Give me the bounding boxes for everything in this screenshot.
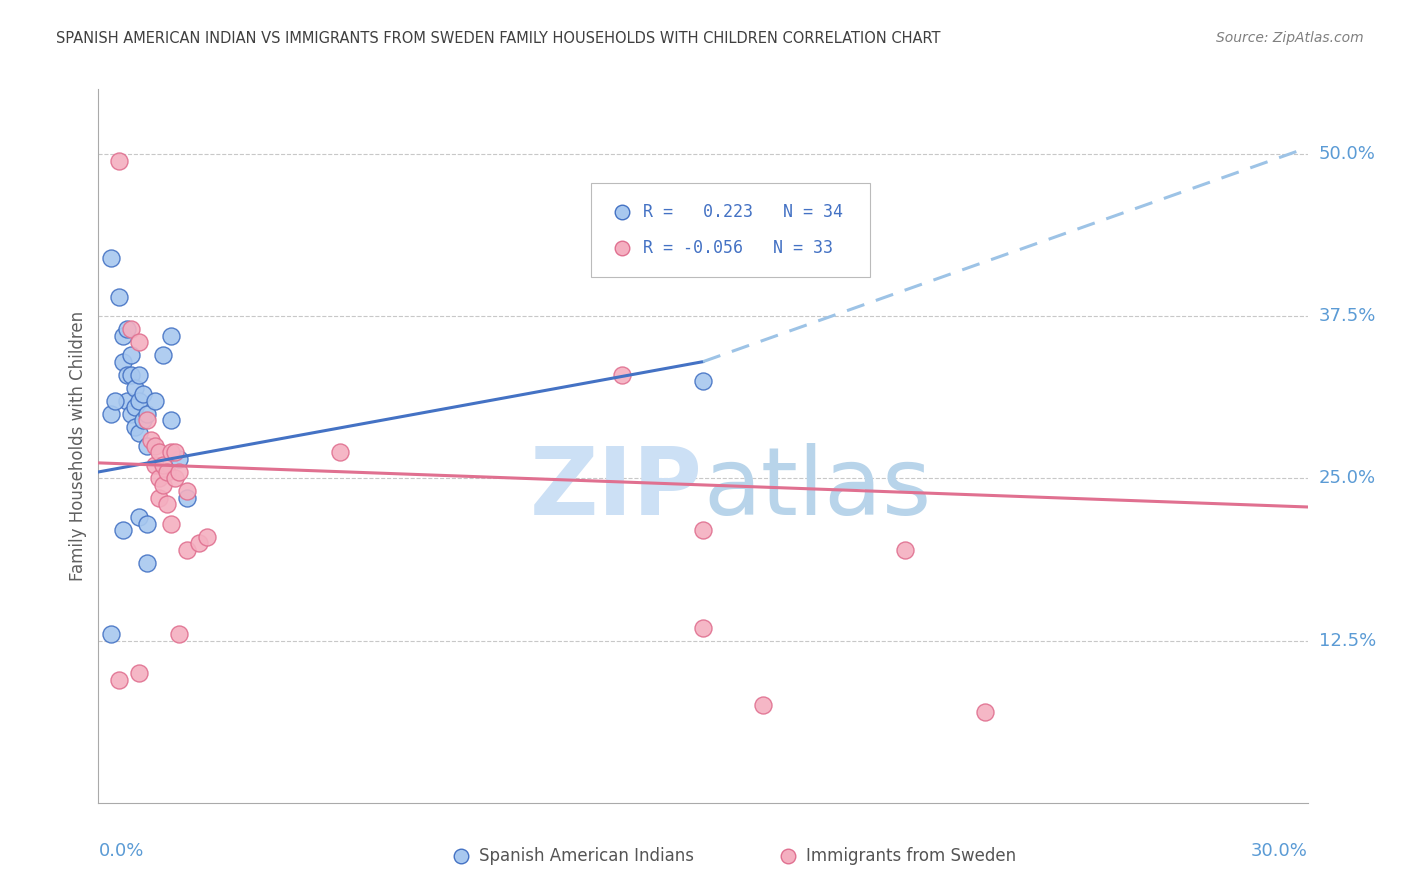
Point bbox=[692, 621, 714, 635]
Point bbox=[107, 290, 129, 304]
Point bbox=[160, 516, 183, 531]
Text: Source: ZipAtlas.com: Source: ZipAtlas.com bbox=[1216, 31, 1364, 45]
Point bbox=[692, 524, 714, 538]
Point bbox=[167, 452, 190, 467]
Point bbox=[893, 542, 915, 557]
Text: 37.5%: 37.5% bbox=[1319, 307, 1376, 326]
Point bbox=[156, 497, 179, 511]
Text: 30.0%: 30.0% bbox=[1251, 842, 1308, 860]
Point bbox=[167, 627, 190, 641]
Text: 0.0%: 0.0% bbox=[98, 842, 143, 860]
Point bbox=[120, 322, 142, 336]
Point bbox=[152, 478, 174, 492]
Point bbox=[128, 335, 150, 350]
Point bbox=[176, 484, 198, 499]
Point bbox=[176, 542, 198, 557]
Point bbox=[128, 510, 150, 524]
Point bbox=[163, 471, 186, 485]
Point bbox=[156, 465, 179, 479]
Point bbox=[120, 348, 142, 362]
Point bbox=[195, 530, 218, 544]
Point bbox=[143, 458, 166, 473]
Point bbox=[143, 393, 166, 408]
FancyBboxPatch shape bbox=[591, 184, 870, 277]
Point bbox=[111, 354, 134, 368]
Point bbox=[107, 153, 129, 168]
Point bbox=[139, 433, 162, 447]
Point bbox=[107, 673, 129, 687]
Text: 12.5%: 12.5% bbox=[1319, 632, 1376, 649]
Point bbox=[132, 387, 155, 401]
Point bbox=[115, 322, 138, 336]
Point bbox=[167, 465, 190, 479]
Point bbox=[163, 445, 186, 459]
Point bbox=[115, 393, 138, 408]
Point bbox=[188, 536, 211, 550]
Text: Spanish American Indians: Spanish American Indians bbox=[479, 847, 695, 865]
Point bbox=[128, 368, 150, 382]
Point bbox=[128, 425, 150, 440]
Point bbox=[176, 491, 198, 505]
Point bbox=[160, 445, 183, 459]
Point bbox=[111, 328, 134, 343]
Point bbox=[135, 413, 157, 427]
Point bbox=[124, 419, 146, 434]
Point bbox=[329, 445, 352, 459]
Text: R = -0.056   N = 33: R = -0.056 N = 33 bbox=[643, 239, 832, 257]
Point bbox=[160, 413, 183, 427]
Point bbox=[135, 516, 157, 531]
Text: ZIP: ZIP bbox=[530, 442, 703, 535]
Point bbox=[612, 368, 634, 382]
Point bbox=[100, 251, 122, 265]
Text: Immigrants from Sweden: Immigrants from Sweden bbox=[806, 847, 1017, 865]
Point bbox=[752, 698, 775, 713]
Point bbox=[143, 439, 166, 453]
Text: 50.0%: 50.0% bbox=[1319, 145, 1375, 163]
Point bbox=[120, 407, 142, 421]
Point bbox=[128, 393, 150, 408]
Point bbox=[148, 445, 170, 459]
Point bbox=[160, 328, 183, 343]
Point bbox=[135, 439, 157, 453]
Text: R =   0.223   N = 34: R = 0.223 N = 34 bbox=[643, 203, 842, 221]
Point bbox=[124, 381, 146, 395]
Text: 25.0%: 25.0% bbox=[1319, 469, 1376, 487]
Text: atlas: atlas bbox=[703, 442, 931, 535]
Point bbox=[111, 524, 134, 538]
Point bbox=[124, 400, 146, 414]
Point bbox=[152, 348, 174, 362]
Point bbox=[135, 556, 157, 570]
Point bbox=[103, 393, 125, 408]
Point bbox=[152, 458, 174, 473]
Text: SPANISH AMERICAN INDIAN VS IMMIGRANTS FROM SWEDEN FAMILY HOUSEHOLDS WITH CHILDRE: SPANISH AMERICAN INDIAN VS IMMIGRANTS FR… bbox=[56, 31, 941, 46]
Point bbox=[148, 471, 170, 485]
Point bbox=[148, 491, 170, 505]
Point bbox=[115, 368, 138, 382]
Point bbox=[974, 705, 997, 719]
Point bbox=[692, 374, 714, 388]
Point bbox=[120, 368, 142, 382]
Y-axis label: Family Households with Children: Family Households with Children bbox=[69, 311, 87, 581]
Point bbox=[135, 407, 157, 421]
Point bbox=[128, 666, 150, 681]
Point bbox=[132, 413, 155, 427]
Point bbox=[100, 627, 122, 641]
Point bbox=[100, 407, 122, 421]
